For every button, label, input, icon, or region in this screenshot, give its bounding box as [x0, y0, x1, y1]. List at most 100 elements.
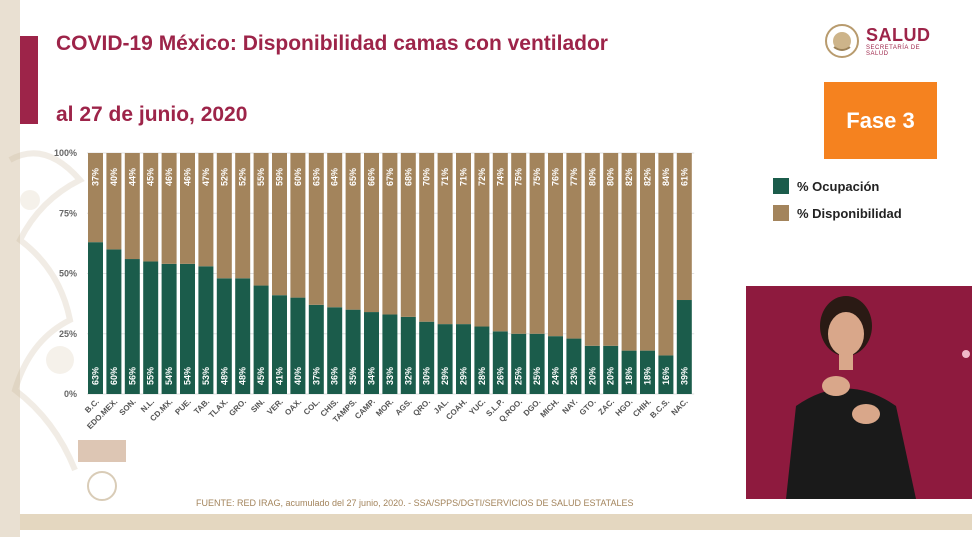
data-label-disponibilidad: 75% — [514, 168, 524, 186]
x-tick-label: AGS. — [394, 397, 414, 417]
y-tick-label: 50% — [59, 269, 77, 279]
bar-disponibilidad — [511, 153, 527, 334]
logo-title: SALUD — [866, 25, 931, 45]
data-label-ocupacion: 54% — [164, 367, 174, 385]
x-tick-label: TLAX. — [207, 397, 230, 420]
data-label-ocupacion: 24% — [551, 367, 561, 385]
bar-ocupacion — [658, 355, 674, 394]
bar-ocupacion — [216, 278, 232, 394]
bar-ocupacion — [124, 259, 140, 394]
bar-disponibilidad — [198, 153, 214, 267]
x-tick-label: MICH. — [539, 397, 561, 419]
bar-disponibilidad — [272, 153, 287, 296]
bar-ocupacion — [676, 300, 692, 394]
data-label-ocupacion: 33% — [385, 367, 395, 385]
legend-label-disponibilidad: % Disponibilidad — [797, 205, 902, 221]
data-label-disponibilidad: 72% — [477, 168, 487, 186]
legend-swatch-disponibilidad — [773, 205, 789, 221]
data-label-disponibilidad: 74% — [495, 168, 505, 186]
data-label-disponibilidad: 77% — [569, 168, 579, 186]
x-tick-label: HGO. — [614, 397, 635, 418]
data-label-ocupacion: 18% — [624, 367, 634, 385]
x-tick-label: COL. — [302, 397, 322, 417]
data-label-ocupacion: 32% — [403, 367, 413, 385]
bar-disponibilidad — [603, 153, 619, 346]
bar-disponibilidad — [492, 153, 508, 332]
bar-disponibilidad — [437, 153, 453, 325]
data-label-disponibilidad: 70% — [422, 168, 432, 186]
bar-disponibilidad — [124, 153, 140, 260]
bar-ocupacion — [584, 345, 600, 394]
x-tick-label: CAMP. — [353, 397, 377, 421]
data-label-ocupacion: 20% — [606, 367, 616, 385]
left-decorative-strip — [0, 0, 20, 537]
data-label-disponibilidad: 63% — [311, 168, 321, 186]
bar-disponibilidad — [290, 153, 306, 298]
data-label-disponibilidad: 46% — [164, 168, 174, 186]
coat-of-arms-icon — [825, 24, 859, 58]
historic-figures-seal-icon — [78, 440, 126, 501]
bar-disponibilidad — [235, 153, 251, 279]
x-tick-label: ZAC. — [597, 397, 617, 417]
data-label-ocupacion: 23% — [569, 367, 579, 385]
bar-disponibilidad — [161, 153, 177, 264]
data-label-ocupacion: 48% — [219, 367, 229, 385]
data-label-ocupacion: 16% — [661, 367, 671, 385]
data-label-ocupacion: 45% — [256, 367, 266, 385]
x-tick-label: NAY. — [561, 397, 580, 416]
x-tick-label: VER. — [265, 397, 285, 417]
x-tick-label: YUC. — [467, 397, 487, 417]
phase-badge: Fase 3 — [824, 82, 937, 159]
interpreter-figure — [746, 286, 972, 499]
bar-disponibilidad — [658, 153, 674, 356]
data-label-ocupacion: 37% — [311, 367, 321, 385]
y-tick-label: 100% — [54, 148, 77, 158]
bar-disponibilidad — [621, 153, 637, 351]
bar-ocupacion — [456, 324, 471, 394]
bar-disponibilidad — [106, 153, 122, 250]
data-label-ocupacion: 29% — [440, 367, 450, 385]
bar-ocupacion — [272, 295, 287, 394]
bar-disponibilidad — [456, 153, 471, 325]
data-label-ocupacion: 53% — [201, 367, 211, 385]
bar-ocupacion — [364, 312, 379, 394]
data-label-disponibilidad: 71% — [440, 168, 450, 186]
data-label-ocupacion: 39% — [679, 367, 689, 385]
bar-ocupacion — [161, 263, 177, 394]
bar-disponibilidad — [676, 153, 692, 301]
video-indicator-dot — [962, 350, 970, 358]
data-label-disponibilidad: 67% — [385, 168, 395, 186]
logo-subtitle: SECRETARÍA DE SALUD — [866, 45, 921, 57]
data-label-disponibilidad: 65% — [348, 168, 358, 186]
x-tick-label: SIN. — [249, 397, 266, 414]
data-label-disponibilidad: 37% — [91, 168, 101, 186]
x-tick-label: QRO. — [411, 397, 432, 418]
data-label-ocupacion: 35% — [348, 367, 358, 385]
bar-disponibilidad — [566, 153, 582, 339]
chart-legend: % Ocupación % Disponibilidad — [773, 176, 902, 230]
bar-ocupacion — [382, 314, 398, 394]
data-label-ocupacion: 48% — [238, 367, 248, 385]
data-label-disponibilidad: 68% — [403, 168, 413, 186]
data-label-ocupacion: 56% — [127, 367, 137, 385]
chart-title: COVID-19 México: Disponibilidad camas co… — [56, 32, 608, 55]
x-tick-label: OAX. — [283, 397, 303, 417]
x-tick-label: NAC. — [670, 397, 690, 417]
data-label-disponibilidad: 61% — [679, 168, 689, 186]
bar-ocupacion — [511, 333, 527, 394]
x-tick-label: PUE. — [173, 397, 193, 417]
data-label-disponibilidad: 84% — [661, 168, 671, 186]
x-tick-label: GRO. — [227, 397, 248, 418]
title-accent-bar — [20, 36, 38, 124]
bar-ocupacion — [474, 326, 490, 394]
bar-disponibilidad — [548, 153, 563, 337]
data-label-disponibilidad: 75% — [532, 168, 542, 186]
y-tick-label: 25% — [59, 329, 77, 339]
decorative-pattern — [8, 150, 85, 472]
data-label-ocupacion: 55% — [146, 367, 156, 385]
data-label-disponibilidad: 52% — [219, 168, 229, 186]
bar-disponibilidad — [253, 153, 269, 286]
data-label-ocupacion: 36% — [330, 367, 340, 385]
